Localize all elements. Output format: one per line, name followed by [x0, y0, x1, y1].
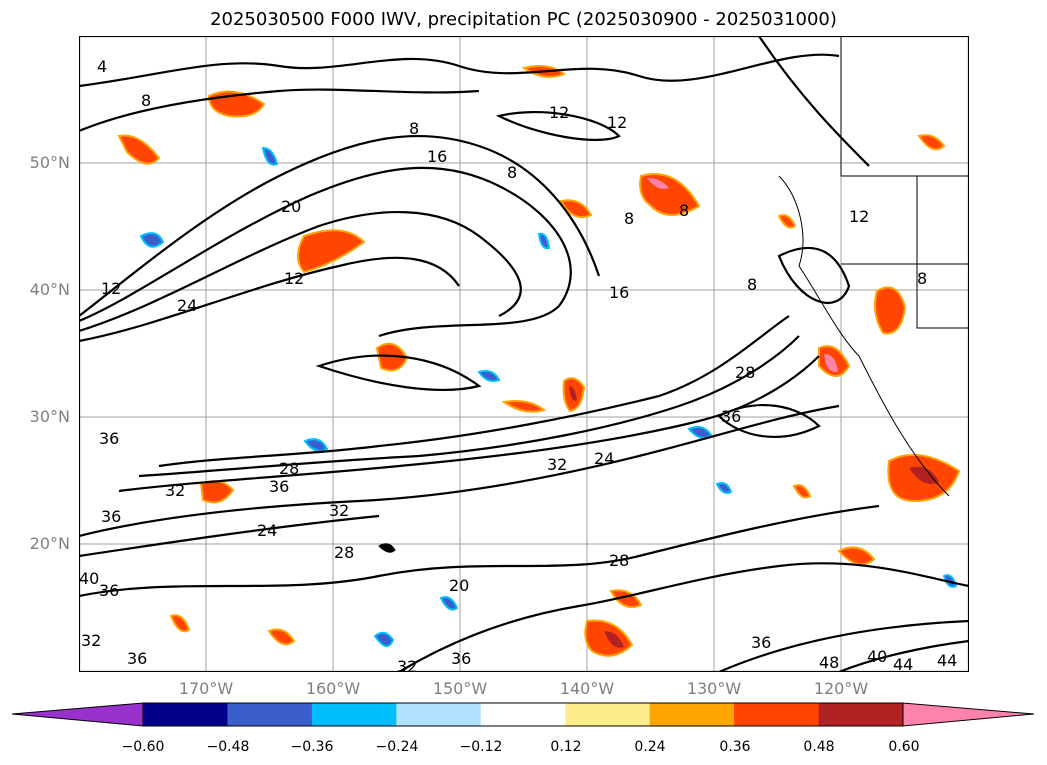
lat-label-20n: 20°N — [29, 534, 70, 553]
contour-label: 28 — [279, 459, 299, 478]
contour-label: 20 — [449, 576, 469, 595]
contour-label: 12 — [101, 279, 121, 298]
contour-label: 44 — [937, 651, 957, 670]
contour-label: 24 — [177, 296, 197, 315]
contour-label: 20 — [281, 197, 301, 216]
contour-label: 16 — [609, 283, 629, 302]
colorbar-outline — [142, 702, 904, 727]
contour-label: 8 — [624, 209, 634, 228]
contour-label: 36 — [127, 649, 147, 668]
colorbar-tick: −0.12 — [459, 739, 503, 755]
colorbar-tick: −0.24 — [375, 739, 419, 755]
contour-label: 24 — [257, 521, 277, 540]
colorbar — [11, 702, 1035, 727]
contour-label: 32 — [329, 501, 349, 520]
coastlines — [378, 36, 969, 553]
contour-label: 8 — [917, 269, 927, 288]
precip-negative-anomalies — [139, 146, 958, 647]
colorbar-cell — [565, 703, 651, 726]
contour-label: 12 — [549, 103, 569, 122]
lat-label-50n: 50°N — [29, 153, 70, 172]
contour-label: 36 — [99, 429, 119, 448]
contour-label: 36 — [451, 649, 471, 668]
contour-label: 12 — [284, 269, 304, 288]
contour-label: 36 — [269, 477, 289, 496]
contour-label: 36 — [101, 507, 121, 526]
colorbar-tick: 0.12 — [550, 739, 582, 755]
iwv-contours — [79, 36, 969, 672]
colorbar-tick: −0.36 — [290, 739, 334, 755]
contour-label: 4 — [97, 57, 107, 76]
contour-label: 32 — [397, 657, 417, 672]
colorbar-cell — [818, 703, 904, 726]
contour-label: 8 — [747, 275, 757, 294]
contour-label: 8 — [141, 91, 151, 110]
map-border — [79, 36, 969, 672]
lat-label-30n: 30°N — [29, 407, 70, 426]
contour-label: 40 — [867, 647, 887, 666]
contour-label: 36 — [99, 581, 119, 600]
contour-label: 16 — [427, 147, 447, 166]
colorbar-tick: 0.24 — [634, 739, 666, 755]
contour-label: 36 — [721, 407, 741, 426]
lon-label-170w: 170°W — [178, 679, 234, 698]
contour-label: 32 — [165, 481, 185, 500]
lon-label-130w: 130°W — [686, 679, 742, 698]
lon-label-140w: 140°W — [559, 679, 615, 698]
colorbar-extend-min — [11, 702, 144, 727]
contour-label: 8 — [409, 119, 419, 138]
lat-label-40n: 40°N — [29, 280, 70, 299]
colorbar-extend-max — [902, 702, 1035, 727]
contour-label: 32 — [547, 455, 567, 474]
colorbar-cell — [734, 703, 820, 726]
contour-label: 12 — [849, 207, 869, 226]
lon-label-120w: 120°W — [813, 679, 869, 698]
contour-label: 8 — [679, 201, 689, 220]
contour-label: 28 — [735, 363, 755, 382]
contour-label: 24 — [594, 449, 614, 468]
colorbar-tick: 0.48 — [803, 739, 835, 755]
contour-label: 28 — [609, 551, 629, 570]
contour-labels: 4 8 12 12 8 16 8 20 12 24 12 16 8 8 12 8… — [79, 57, 957, 672]
lon-label-150w: 150°W — [432, 679, 488, 698]
colorbar-cell — [311, 703, 397, 726]
colorbar-tick: −0.60 — [121, 739, 165, 755]
colorbar-cell — [480, 703, 566, 726]
map-title: 2025030500 F000 IWV, precipitation PC (2… — [210, 9, 837, 30]
contour-label: 44 — [893, 655, 913, 672]
colorbar-tick: 0.36 — [719, 739, 751, 755]
colorbar-tick: 0.60 — [888, 739, 920, 755]
contour-label: 48 — [819, 653, 839, 672]
lon-label-160w: 160°W — [305, 679, 361, 698]
colorbar-tick: −0.48 — [206, 739, 250, 755]
colorbar-cells — [143, 703, 904, 726]
contour-label: 32 — [81, 631, 101, 650]
colorbar-cell — [227, 703, 313, 726]
colorbar-cell — [396, 703, 482, 726]
map-plot: 4 8 12 12 8 16 8 20 12 24 12 16 8 8 12 8… — [79, 36, 969, 672]
contour-label: 36 — [751, 633, 771, 652]
map-panel: 4 8 12 12 8 16 8 20 12 24 12 16 8 8 12 8… — [79, 36, 969, 672]
contour-label: 40 — [79, 569, 99, 588]
contour-label: 12 — [607, 113, 627, 132]
colorbar-cell — [649, 703, 735, 726]
contour-label: 8 — [507, 163, 517, 182]
contour-label: 28 — [334, 543, 354, 562]
colorbar-cell — [143, 703, 228, 726]
